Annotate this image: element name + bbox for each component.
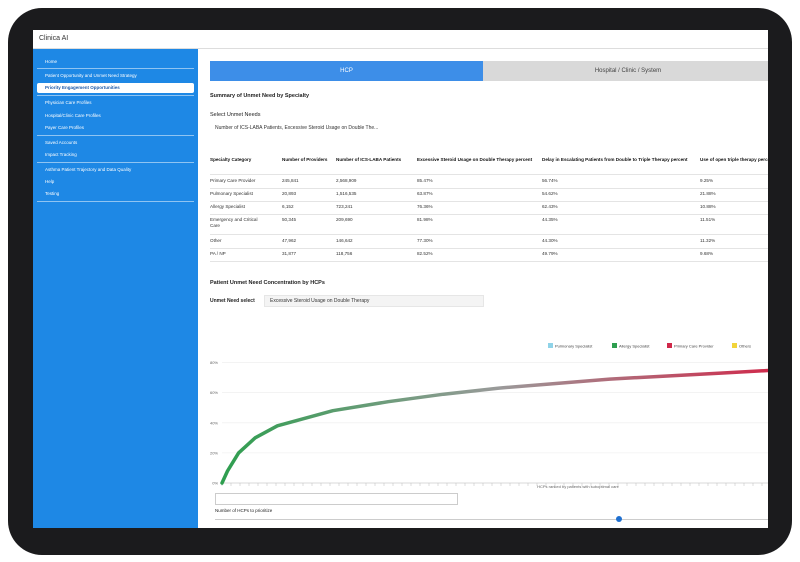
column-header: Specialty Category	[210, 157, 252, 162]
table-cell: 44.35%	[542, 217, 558, 222]
table-cell: Allergy Specialist	[210, 204, 245, 209]
tab[interactable]: HCP	[210, 61, 483, 81]
curve	[220, 368, 768, 485]
y-tick-label: 0%	[212, 481, 218, 486]
table-cell: 85.47%	[417, 178, 433, 183]
table-cell: 1,516,535	[336, 191, 357, 196]
table-cell: 10.88%	[700, 204, 716, 209]
table-cell: Primary Care Provider	[210, 178, 256, 183]
separator	[37, 135, 194, 136]
legend-label: Others	[739, 344, 751, 349]
slider-handle[interactable]	[616, 516, 622, 522]
table-cell: Pulmonary Specialist	[210, 191, 253, 196]
nav-item[interactable]: Hospital/Clinic Care Profiles	[45, 113, 101, 118]
separator	[37, 162, 194, 163]
top-bar: Clinica AI	[33, 30, 768, 49]
row-line	[210, 261, 768, 262]
nav-item[interactable]: Help	[45, 179, 55, 184]
table-cell: 31,877	[282, 251, 297, 256]
section-title: Patient Unmet Need Concentration by HCPs	[210, 280, 325, 286]
table-cell: 9.25%	[700, 178, 714, 183]
table-cell: 21.88%	[700, 191, 716, 196]
nav-item[interactable]: Payer Care Profiles	[45, 125, 85, 130]
select-label: Select Unmet Needs	[210, 112, 261, 118]
legend-swatch	[667, 343, 672, 348]
table-cell: 63.87%	[417, 191, 433, 196]
table-cell: Emergency and Critical Care	[210, 217, 258, 228]
y-tick-label: 80%	[210, 360, 218, 365]
separator	[37, 201, 194, 202]
y-tick-label: 20%	[210, 450, 218, 455]
table-cell: 2,568,909	[336, 178, 357, 183]
table-cell: 9.68%	[700, 251, 714, 256]
nav-item[interactable]: Saved Accounts	[45, 140, 78, 145]
table-cell: 118,756	[336, 251, 353, 256]
table-cell: 20,893	[282, 191, 297, 196]
input-label: Number of HCPs to prioritize	[215, 508, 273, 513]
x-axis-label: HCPs ranked by patients with suboptimal …	[537, 484, 620, 489]
y-tick-label: 60%	[210, 390, 218, 395]
input[interactable]	[215, 493, 458, 505]
table-cell: 11.32%	[700, 238, 716, 243]
column-header: Excessive Steroid Usage on Double Therap…	[417, 157, 533, 162]
nav-item[interactable]: Priority Engagement Opportunities	[37, 83, 194, 93]
table-cell: 209,690	[336, 217, 353, 222]
column-header: Number of Providers	[282, 157, 328, 162]
column-header: Use of open triple therapy percent	[700, 157, 768, 162]
table-cell: 6,152	[282, 204, 294, 209]
table-cell: Other	[210, 238, 222, 243]
row-line	[210, 174, 768, 175]
separator	[37, 95, 194, 96]
table-cell: 47,962	[282, 238, 297, 243]
table-cell: 62.43%	[542, 204, 558, 209]
tab[interactable]: Hospital / Clinic / System	[483, 61, 768, 81]
logo: Clinica AI	[39, 35, 69, 42]
nav-item[interactable]: Home	[45, 59, 58, 64]
nav-item[interactable]: Testing	[45, 191, 60, 196]
select[interactable]: Number of ICS-LABA Patients, Excessive S…	[210, 123, 430, 134]
nav-item[interactable]: Impact Tracking	[45, 152, 77, 157]
legend-swatch	[612, 343, 617, 348]
row-line	[210, 248, 768, 249]
table-cell: 11.51%	[700, 217, 716, 222]
chart: 0% 20% 40% 60% 80% HCPs ranked by patients wi…	[210, 343, 768, 489]
nav-item[interactable]: Patient Opportunity and Unmet Need Strat…	[45, 73, 137, 78]
row-line	[210, 214, 768, 215]
column-header: Delay in Escalating Patients from Double…	[542, 157, 688, 162]
table-cell: PA / NP	[210, 251, 226, 256]
table-cell: 82.52%	[417, 251, 433, 256]
section-title: Summary of Unmet Need by Specialty	[210, 93, 310, 99]
table-cell: 56.74%	[542, 178, 558, 183]
row-line	[210, 234, 768, 235]
screen: Clinica AI Home Patient Opportunity and U…	[33, 30, 768, 528]
table-cell: 49.79%	[542, 251, 558, 256]
table-cell: 54.62%	[542, 191, 558, 196]
slider-track	[215, 519, 768, 520]
y-tick-label: 40%	[210, 420, 218, 425]
table-cell: 81.98%	[417, 217, 433, 222]
sidebar: Home Patient Opportunity and Unmet Need S…	[33, 49, 198, 528]
table-cell: 146,642	[336, 238, 353, 243]
separator	[37, 68, 194, 69]
table-cell: 76.36%	[417, 204, 433, 209]
row-line	[210, 188, 768, 189]
legend-label: Pulmonary Specialist	[555, 344, 593, 349]
legend-label: Primary Care Provider	[674, 344, 714, 349]
legend-swatch	[732, 343, 737, 348]
table-cell: 245,841	[282, 178, 299, 183]
select[interactable]: Excessive Steroid Usage on Double Therap…	[264, 295, 484, 307]
table-cell: 723,241	[336, 204, 353, 209]
nav-item[interactable]: Asthma Patient Trajectory and Data Quali…	[45, 167, 132, 172]
column-header: Number of ICS-LABA Patients	[336, 157, 402, 162]
row-line	[210, 201, 768, 202]
legend-swatch	[548, 343, 553, 348]
select-label: Unmet Need select	[210, 298, 255, 304]
table-cell: 50,345	[282, 217, 297, 222]
table-cell: 44.30%	[542, 238, 558, 243]
legend-label: Allergy Specialist	[619, 344, 650, 349]
table-cell: 77.30%	[417, 238, 433, 243]
nav-item[interactable]: Physician Care Profiles	[45, 100, 92, 105]
